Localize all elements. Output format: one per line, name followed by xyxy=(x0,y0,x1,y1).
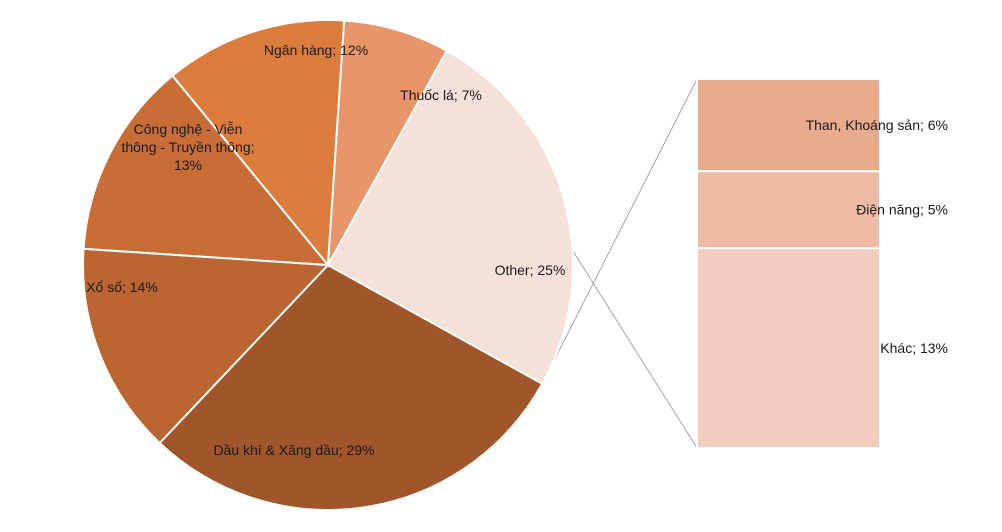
pie-slice-other xyxy=(326,49,574,386)
pie-slice-tech xyxy=(82,74,331,267)
bar-label-coal: Than, Khoáng sản; 6% xyxy=(806,117,948,133)
bar-label-power: Điện năng; 5% xyxy=(856,202,948,218)
slice-label-oil: Dầu khí & Xăng dầu; 29% xyxy=(213,442,374,458)
connector-top xyxy=(541,78,698,385)
slice-label-lottery: Xổ số; 14% xyxy=(86,279,158,295)
slice-label-other: Other; 25% xyxy=(495,262,566,278)
pie-slice-bank xyxy=(171,19,346,268)
bar-segment-misc xyxy=(696,247,881,450)
slice-label-tobacco: Thuốc lá; 7% xyxy=(400,87,482,103)
slice-label-tech: Công nghệ - Viễn thông - Truyền thông; 13% xyxy=(121,121,254,173)
pie-slice-oil xyxy=(158,263,544,511)
bar-label-misc: Khác; 13% xyxy=(880,340,948,356)
pie-slice-tobacco xyxy=(327,19,449,266)
data-labels: Dầu khí & Xăng dầu; 29% Xổ số; 14% Công ng… xyxy=(86,42,948,458)
secondary-bar xyxy=(696,78,881,450)
pie-slice-lottery xyxy=(82,247,331,445)
bar-segment-coal xyxy=(696,78,881,173)
pie xyxy=(82,19,574,511)
bar-segment-power xyxy=(696,170,881,250)
slice-label-bank: Ngân hàng; 12% xyxy=(264,42,368,58)
